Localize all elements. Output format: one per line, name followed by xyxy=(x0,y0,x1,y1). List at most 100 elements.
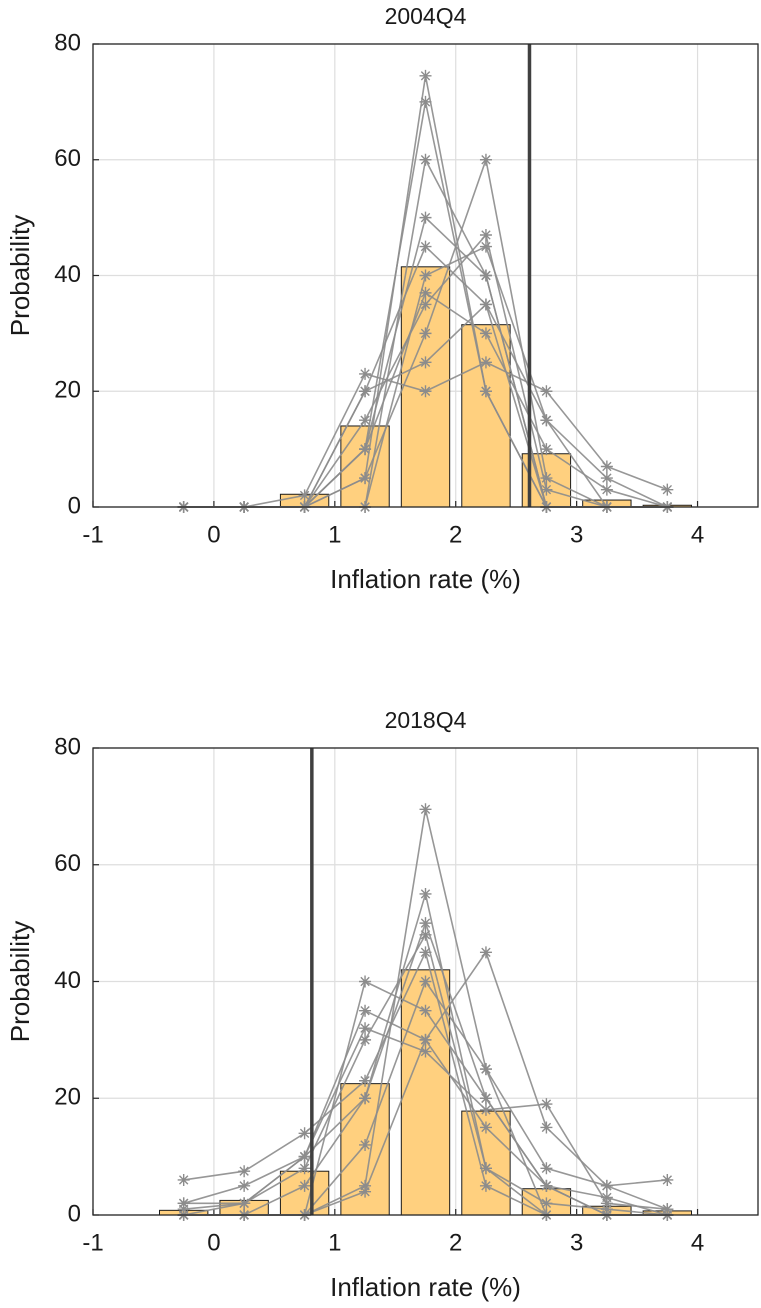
forecast-marker xyxy=(479,269,492,282)
forecast-marker xyxy=(298,1127,311,1140)
forecast-marker xyxy=(419,269,432,282)
forecast-marker xyxy=(540,1121,553,1134)
forecast-marker xyxy=(419,211,432,224)
chart-title: 2004Q4 xyxy=(385,3,467,29)
forecast-marker xyxy=(600,460,613,473)
forecast-marker xyxy=(540,414,553,427)
forecast-marker xyxy=(359,1022,372,1035)
forecast-marker xyxy=(479,1121,492,1134)
forecast-marker xyxy=(600,472,613,485)
forecast-marker xyxy=(419,286,432,299)
axes-box xyxy=(92,747,759,1216)
forecast-marker xyxy=(479,153,492,166)
forecast-marker xyxy=(661,483,674,496)
forecast-marker xyxy=(359,1004,372,1017)
forecast-marker xyxy=(479,1092,492,1105)
y-tick-label: 40 xyxy=(54,967,81,994)
forecast-marker xyxy=(540,1179,553,1192)
x-axis-label: Inflation rate (%) xyxy=(330,564,521,594)
forecast-marker xyxy=(177,1197,190,1210)
forecast-marker xyxy=(479,356,492,369)
x-tick-label: 3 xyxy=(570,1229,583,1256)
y-tick-label: 40 xyxy=(54,261,81,288)
forecast-marker xyxy=(661,1203,674,1216)
forecast-marker xyxy=(479,385,492,398)
forecast-marker xyxy=(600,1179,613,1192)
x-tick-label: 3 xyxy=(570,521,583,548)
y-axis-label: Probability xyxy=(5,215,35,336)
forecast-marker xyxy=(359,1033,372,1046)
y-tick-label: 80 xyxy=(54,733,81,760)
forecast-marker xyxy=(359,443,372,456)
forecast-marker xyxy=(419,1045,432,1058)
x-tick-label: 2 xyxy=(449,1229,462,1256)
y-tick-label: 80 xyxy=(54,29,81,56)
forecast-marker xyxy=(359,1092,372,1105)
forecast-marker xyxy=(419,327,432,340)
forecast-marker xyxy=(359,1138,372,1151)
forecast-marker xyxy=(419,298,432,311)
forecast-marker xyxy=(419,946,432,959)
bar xyxy=(461,324,511,508)
x-tick-label: -1 xyxy=(82,1229,103,1256)
x-tick-label: 0 xyxy=(207,1229,220,1256)
forecast-marker xyxy=(177,1173,190,1186)
x-axis-label: Inflation rate (%) xyxy=(330,1272,521,1302)
forecast-marker xyxy=(540,1162,553,1175)
forecast-marker xyxy=(419,385,432,398)
forecast-marker xyxy=(419,928,432,941)
forecast-marker xyxy=(419,153,432,166)
forecast-marker xyxy=(540,472,553,485)
forecast-marker xyxy=(479,240,492,253)
forecast-marker xyxy=(419,240,432,253)
forecast-marker xyxy=(238,1197,251,1210)
y-tick-label: 0 xyxy=(68,1200,81,1227)
chart-title: 2018Q4 xyxy=(385,707,467,733)
forecast-marker xyxy=(479,1179,492,1192)
y-tick-label: 20 xyxy=(54,377,81,404)
forecast-marker xyxy=(419,356,432,369)
forecast-marker xyxy=(419,917,432,930)
forecast-marker xyxy=(479,228,492,241)
x-tick-label: 4 xyxy=(691,521,704,548)
forecast-marker xyxy=(479,1063,492,1076)
x-tick-label: 1 xyxy=(328,521,341,548)
y-tick-label: 60 xyxy=(54,850,81,877)
forecast-marker xyxy=(419,69,432,82)
forecast-marker xyxy=(419,1033,432,1046)
forecast-marker xyxy=(359,472,372,485)
forecast-marker xyxy=(540,443,553,456)
forecast-marker xyxy=(479,1162,492,1175)
forecast-marker xyxy=(359,367,372,380)
forecast-marker xyxy=(298,1179,311,1192)
y-tick-label: 0 xyxy=(68,492,81,519)
forecast-marker xyxy=(600,1197,613,1210)
forecast-marker xyxy=(238,1165,251,1178)
forecast-marker xyxy=(540,385,553,398)
forecast-marker xyxy=(298,489,311,502)
forecast-marker xyxy=(479,946,492,959)
x-tick-label: 4 xyxy=(691,1229,704,1256)
forecast-marker xyxy=(479,1103,492,1116)
forecast-marker xyxy=(359,1185,372,1198)
forecast-marker xyxy=(419,1004,432,1017)
y-tick-label: 60 xyxy=(54,145,81,172)
x-tick-label: 1 xyxy=(328,1229,341,1256)
forecast-marker xyxy=(419,887,432,900)
forecast-marker xyxy=(479,327,492,340)
forecast-marker xyxy=(359,1074,372,1087)
x-tick-label: -1 xyxy=(82,521,103,548)
forecast-marker xyxy=(479,298,492,311)
x-tick-label: 2 xyxy=(449,521,462,548)
forecast-marker xyxy=(540,483,553,496)
forecast-marker xyxy=(540,1197,553,1210)
forecast-marker xyxy=(419,975,432,988)
forecast-marker xyxy=(298,1162,311,1175)
forecast-marker xyxy=(419,803,432,816)
forecast-marker xyxy=(419,95,432,108)
forecast-marker xyxy=(359,975,372,988)
forecast-marker xyxy=(238,1179,251,1192)
